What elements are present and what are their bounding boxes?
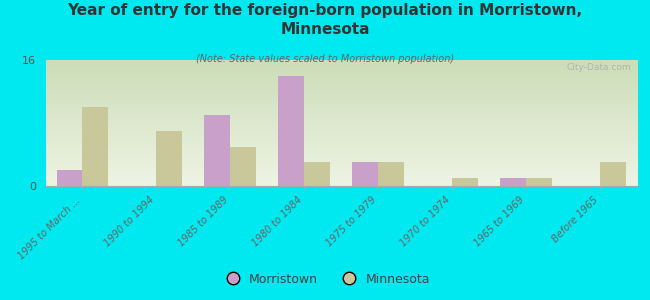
Bar [230, 147, 256, 186]
Bar [278, 76, 304, 186]
Legend: Morristown, Minnesota: Morristown, Minnesota [215, 268, 435, 291]
Bar [378, 162, 404, 186]
Bar [452, 178, 478, 186]
Text: (Note: State values scaled to Morristown population): (Note: State values scaled to Morristown… [196, 54, 454, 64]
Bar [304, 162, 330, 186]
Bar [205, 115, 230, 186]
Bar [600, 162, 626, 186]
Bar [57, 170, 83, 186]
Bar [352, 162, 378, 186]
Text: City-Data.com: City-Data.com [566, 62, 631, 71]
Text: Year of entry for the foreign-born population in Morristown,
Minnesota: Year of entry for the foreign-born popul… [68, 3, 582, 37]
Bar [157, 131, 182, 186]
Bar [500, 178, 526, 186]
Bar [83, 107, 109, 186]
Bar [526, 178, 552, 186]
